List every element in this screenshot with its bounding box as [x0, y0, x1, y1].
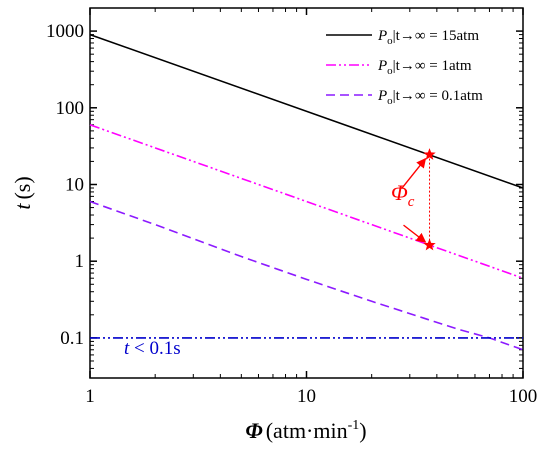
x-axis-title: Φ (atm·min-1): [245, 418, 366, 443]
threshold-label: t < 0.1s: [124, 338, 181, 359]
x-axis-ticks: 1 10 100: [85, 8, 537, 407]
annotation-layer: [400, 148, 436, 251]
phi-c-arrow-up: [400, 157, 427, 190]
x-tick-label: 100: [509, 386, 538, 407]
y-tick-label: 1: [75, 251, 85, 272]
y-axis-ticks: 0.1 1 10 100 1000: [46, 21, 523, 369]
x-tick-label: 1: [85, 386, 95, 407]
legend-label-0.1atm: Po|t→∞ = 0.1atm: [377, 88, 483, 107]
phi-c-label: Φc: [391, 180, 415, 210]
y-tick-label: 1000: [46, 21, 84, 42]
series-line-0.1atm: [89, 200, 524, 351]
y-tick-label: 10: [65, 174, 84, 195]
phi-c-star-top: [423, 148, 436, 160]
series-line-15atm: [89, 33, 524, 189]
phi-c-arrow-down: [403, 224, 427, 243]
y-tick-label: 100: [56, 98, 85, 119]
y-axis-title: t(s): [10, 176, 35, 209]
x-tick-label: 10: [297, 386, 316, 407]
phi-c-star-bottom: [423, 238, 436, 251]
legend-label-1atm: Po|t→∞ = 1atm: [377, 58, 472, 77]
series-line-1atm: [89, 124, 524, 279]
legend: Po|t→∞ = 15atm Po|t→∞ = 1atm Po|t→∞ = 0.…: [326, 28, 483, 107]
y-tick-label: 0.1: [60, 328, 84, 349]
legend-label-15atm: Po|t→∞ = 15atm: [377, 28, 479, 47]
series-layer: [89, 33, 524, 351]
